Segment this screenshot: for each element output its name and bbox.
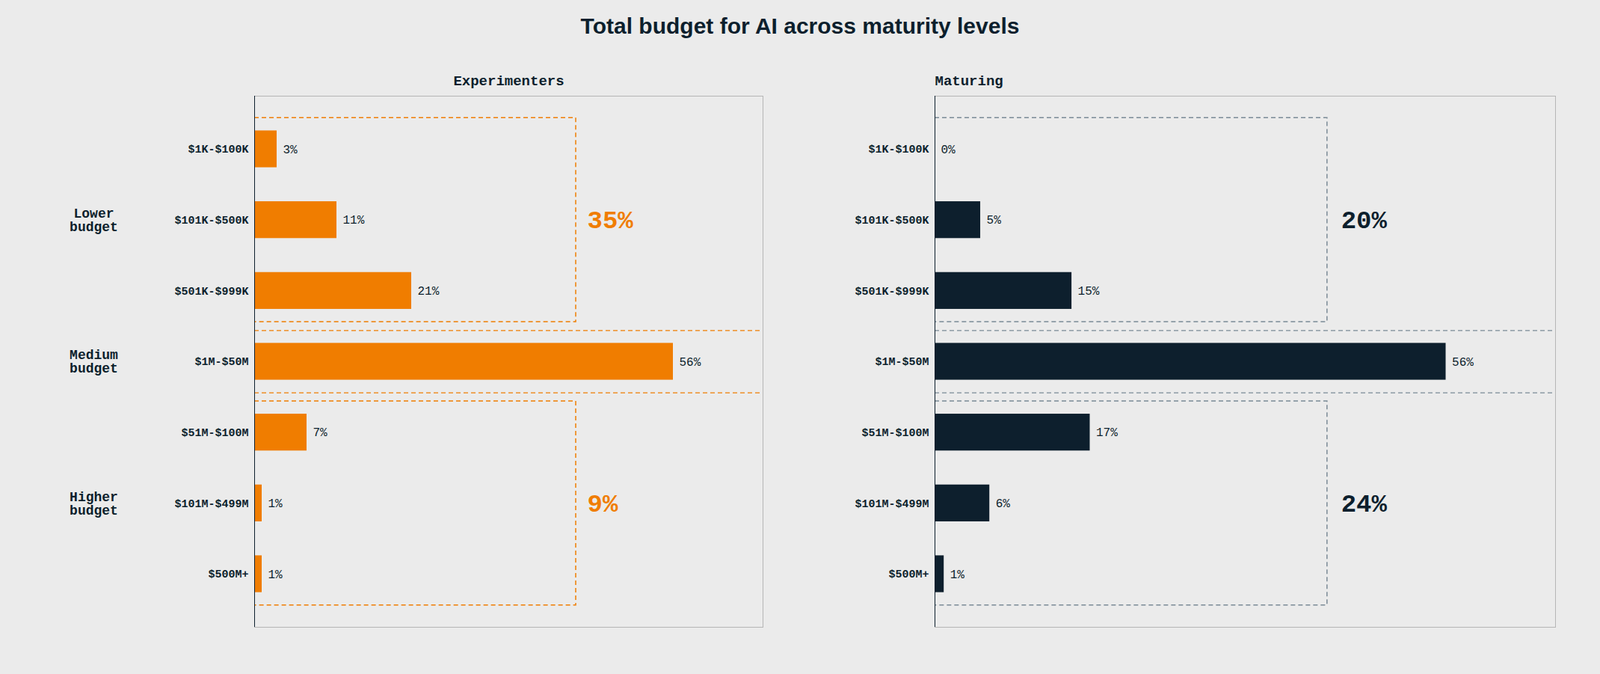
svg-text:Higherbudget: Higherbudget xyxy=(69,489,119,519)
svg-text:35%: 35% xyxy=(587,207,635,236)
svg-text:56%: 56% xyxy=(679,355,702,370)
svg-text:1%: 1% xyxy=(268,497,284,511)
svg-text:3%: 3% xyxy=(283,143,299,158)
svg-text:$501K-$999K: $501K-$999K xyxy=(174,285,249,299)
svg-text:24%: 24% xyxy=(1341,490,1388,519)
svg-text:56%: 56% xyxy=(1451,355,1474,370)
svg-text:$101M-$499M: $101M-$499M xyxy=(174,497,249,511)
svg-text:$51M-$100M: $51M-$100M xyxy=(861,426,929,440)
svg-text:$1M-$50M: $1M-$50M xyxy=(194,355,249,369)
svg-text:21%: 21% xyxy=(417,284,440,299)
svg-text:Mediumbudget: Mediumbudget xyxy=(69,347,119,377)
svg-text:1%: 1% xyxy=(268,568,284,582)
svg-text:$51M-$100M: $51M-$100M xyxy=(180,426,249,440)
svg-text:0%: 0% xyxy=(941,143,957,158)
svg-text:11%: 11% xyxy=(343,213,365,228)
svg-text:$500M+: $500M+ xyxy=(888,568,929,581)
svg-text:1%: 1% xyxy=(950,568,966,582)
svg-text:$500M+: $500M+ xyxy=(207,568,249,581)
svg-text:$101M-$499M: $101M-$499M xyxy=(854,497,929,511)
svg-text:$1K-$100K: $1K-$100K xyxy=(187,143,249,157)
svg-text:$501K-$999K: $501K-$999K xyxy=(854,285,929,299)
svg-text:Experimenters: Experimenters xyxy=(453,73,564,90)
svg-text:9%: 9% xyxy=(587,490,619,519)
svg-text:$1K-$100K: $1K-$100K xyxy=(868,143,929,157)
svg-text:Maturing: Maturing xyxy=(935,73,1004,90)
svg-text:Lowerbudget: Lowerbudget xyxy=(69,206,119,235)
svg-text:20%: 20% xyxy=(1341,207,1388,236)
svg-text:17%: 17% xyxy=(1096,426,1118,440)
svg-text:15%: 15% xyxy=(1078,284,1100,299)
svg-text:5%: 5% xyxy=(986,213,1002,228)
svg-text:$1M-$50M: $1M-$50M xyxy=(874,355,929,369)
svg-text:$101K-$500K: $101K-$500K xyxy=(174,214,249,228)
svg-text:7%: 7% xyxy=(313,426,329,440)
svg-text:$101K-$500K: $101K-$500K xyxy=(854,214,929,228)
html-text:Total budget for AI across mat: Total budget for AI across maturity leve… xyxy=(580,13,1020,39)
svg-text:6%: 6% xyxy=(995,497,1011,511)
